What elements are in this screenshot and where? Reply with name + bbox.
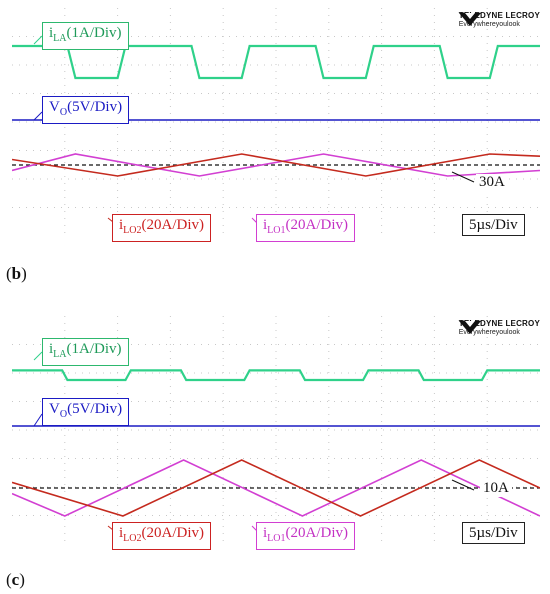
brand-tagline: Everywhereyoulook (458, 21, 520, 28)
ref-leader-line (451, 171, 475, 183)
trace-i-lo1 (12, 153, 540, 177)
vo-label: VO(5V/Div) (42, 398, 130, 426)
scope-panel-b: TELEDYNE LECROY Everywhereyoulook iLA(1A/… (12, 8, 540, 242)
scope-grid (12, 8, 540, 236)
trace-i-la (12, 44, 540, 80)
ilo1-label: iLO1(20A/Div) (256, 522, 356, 550)
ilo2-label: iLO2(20A/Div) (112, 214, 212, 242)
trace-i-la (12, 369, 540, 382)
ila-label: iLA(1A/Div) (42, 338, 129, 366)
trace-i-lo2 (12, 459, 540, 517)
vo-leader-line (33, 111, 43, 121)
ref-leader-line (451, 479, 475, 491)
brand-logo: TELEDYNE LECROY Everywhereyoulook (458, 319, 540, 337)
caption-c: (c) (6, 570, 25, 589)
ilo1-label: iLO1(20A/Div) (256, 214, 356, 242)
ila-leader-line (33, 35, 43, 45)
reference-level-label: 30A (476, 174, 508, 191)
lecroy-logo-icon (458, 321, 481, 334)
trace-i-lo2 (12, 153, 540, 177)
caption-b: (b) (6, 264, 27, 283)
scope-panel-c: TELEDYNE LECROY Everywhereyoulook iLA(1A/… (12, 316, 540, 550)
trace-i-lo1 (12, 459, 540, 517)
timebase-label: 5µs/Div (462, 214, 525, 236)
ilo2-label: iLO2(20A/Div) (112, 522, 212, 550)
lecroy-logo-icon (458, 13, 481, 26)
timebase-label: 5µs/Div (462, 522, 525, 544)
vo-leader-line (33, 413, 43, 427)
brand-name: TELEDYNE LECROY (458, 11, 540, 20)
brand-logo: TELEDYNE LECROY Everywhereyoulook (458, 11, 540, 29)
ila-leader-line (33, 351, 43, 361)
reference-level-label: 10A (480, 480, 512, 497)
brand-tagline: Everywhereyoulook (458, 329, 520, 336)
ila-label: iLA(1A/Div) (42, 22, 129, 50)
brand-name: TELEDYNE LECROY (458, 319, 540, 328)
vo-label: VO(5V/Div) (42, 96, 130, 124)
